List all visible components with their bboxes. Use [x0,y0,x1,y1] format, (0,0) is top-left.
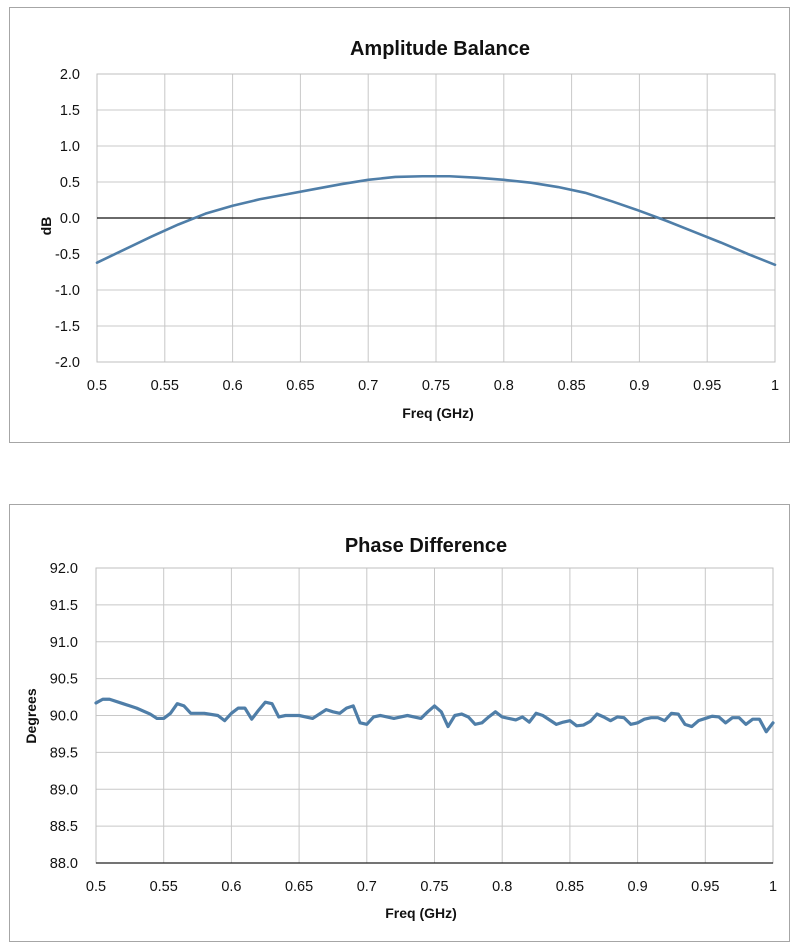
series-line [94,697,775,734]
x-tick-label: 0.9 [629,378,649,394]
x-tick-label: 0.6 [221,879,241,895]
x-tick-label: 0.65 [285,879,313,895]
x-tick-label: 0.75 [420,879,448,895]
x-tick-label: 0.9 [628,879,648,895]
y-tick-label: -0.5 [55,247,80,263]
x-tick-label: 0.6 [223,378,243,394]
y-axis-label: dB [38,217,54,236]
phase-difference-chart-panel: Phase Difference 0.5 0.55 0.6 0.65 0.7 0.75 0.… [9,504,790,942]
series-layer [94,697,775,734]
tick-labels: 0.5 0.55 0.6 0.65 0.7 0.75 0.8 0.85 0.9 0.95 1 2.0 1… [55,67,779,394]
amplitude-balance-chart: Amplitude Balance 0.5 0.55 0.6 0.65 0.7 0.75 0… [38,38,779,421]
series-line [95,174,777,267]
chart-title: Phase Difference [345,535,507,557]
chart-title: Amplitude Balance [350,38,530,60]
x-tick-label: 0.8 [492,879,512,895]
phase-difference-chart: Phase Difference 0.5 0.55 0.6 0.65 0.7 0.75 0.… [23,535,777,921]
x-tick-label: 0.8 [494,378,514,394]
y-tick-label: 89.5 [50,745,78,761]
y-tick-label: 1.0 [60,139,80,155]
series-layer [95,174,777,267]
y-tick-label: 88.0 [50,856,78,872]
grid [96,73,776,363]
y-axis-label: Degrees [23,688,39,743]
x-tick-label: 0.65 [286,378,314,394]
x-tick-label: 0.55 [150,879,178,895]
x-tick-label: 0.75 [422,378,450,394]
x-tick-label: 0.85 [556,879,584,895]
x-tick-label: 0.95 [693,378,721,394]
x-tick-label: 0.5 [86,879,106,895]
y-tick-label: 2.0 [60,67,80,83]
x-axis-label: Freq (GHz) [402,405,474,421]
x-tick-label: 0.7 [357,879,377,895]
x-tick-label: 0.95 [691,879,719,895]
y-tick-label: 90.0 [50,709,78,725]
y-tick-label: -2.0 [55,355,80,371]
amplitude-balance-chart-panel: Amplitude Balance 0.5 0.55 0.6 0.65 0.7 0.75 0… [9,7,790,443]
y-tick-label: -1.5 [55,319,80,335]
y-tick-label: 0.5 [60,175,80,191]
y-tick-label: 1.5 [60,103,80,119]
y-tick-label: 90.5 [50,672,78,688]
x-tick-label: 0.55 [151,378,179,394]
y-tick-label: 92.0 [50,561,78,577]
tick-labels: 0.5 0.55 0.6 0.65 0.7 0.75 0.8 0.85 0.9 0.95 1 92.0… [50,561,777,895]
x-axis-label: Freq (GHz) [385,905,457,921]
y-tick-label: 91.5 [50,598,78,614]
y-tick-label: 0.0 [60,211,80,227]
y-tick-label: -1.0 [55,283,80,299]
x-tick-label: 1 [771,378,779,394]
x-tick-label: 0.85 [557,378,585,394]
y-tick-label: 88.5 [50,819,78,835]
x-tick-label: 0.5 [87,378,107,394]
x-tick-label: 1 [769,879,777,895]
y-tick-label: 89.0 [50,782,78,798]
y-tick-label: 91.0 [50,635,78,651]
grid [95,567,774,864]
x-tick-label: 0.7 [358,378,378,394]
